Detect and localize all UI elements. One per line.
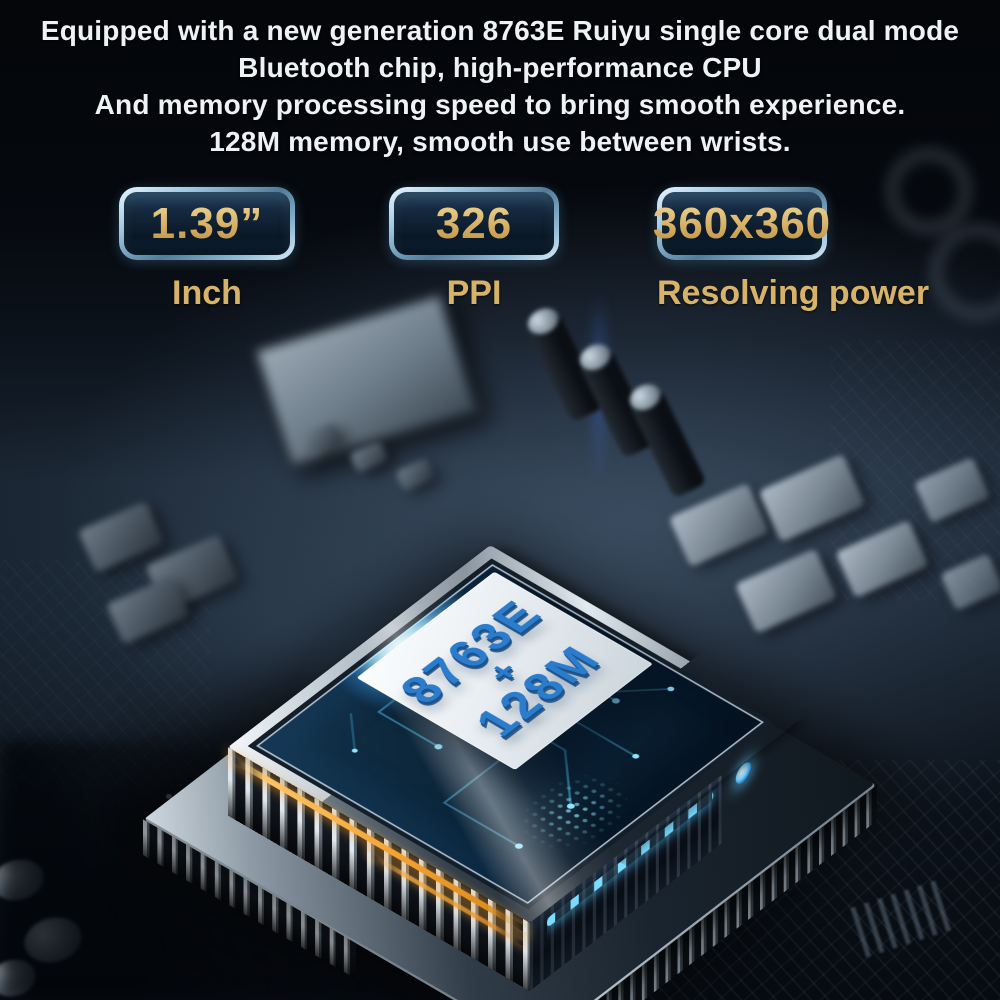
spec-badge-resolution: 360x360 Resolving power: [653, 187, 930, 313]
badge-value: 326: [435, 198, 513, 248]
blurred-smd-block: [734, 548, 838, 634]
blurred-smd-block: [394, 458, 436, 492]
badge-panel: 360x360: [653, 187, 830, 260]
badge-value: 1.39”: [150, 198, 264, 248]
badge-glass: 1.39”: [124, 192, 290, 255]
badge-value: 360x360: [652, 198, 832, 248]
headline: Equipped with a new generation 8763E Rui…: [0, 12, 1000, 160]
badge-label: Inch: [172, 274, 242, 312]
badge-glass: 360x360: [653, 192, 830, 255]
blurred-coil-ring: [886, 148, 972, 234]
headline-line: 128M memory, smooth use between wrists.: [209, 126, 791, 157]
spec-badge-inch: 1.39” Inch: [119, 187, 295, 313]
headline-line: Equipped with a new generation 8763E Rui…: [40, 15, 960, 46]
headline-line: And memory processing speed to bring smo…: [94, 89, 906, 120]
badge-label: Resolving power: [657, 274, 930, 312]
badge-panel: 1.39”: [119, 187, 295, 260]
blurred-smd-block: [668, 482, 770, 568]
blurred-coil-ring: [930, 224, 1000, 320]
badge-panel: 326: [389, 187, 559, 260]
blurred-chip-component: [250, 289, 480, 471]
badge-glass: 326: [394, 192, 554, 255]
badge-label: PPI: [446, 274, 502, 312]
headline-line: Bluetooth chip, high-performance CPU: [238, 52, 762, 83]
spec-badge-ppi: 326 PPI: [389, 187, 559, 313]
